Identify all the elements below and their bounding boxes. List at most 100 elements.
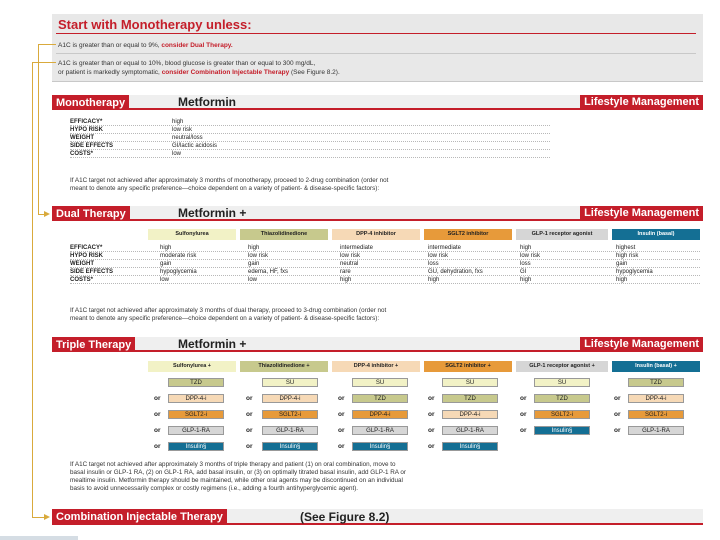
banner-line1-highlight: consider Dual Therapy. (161, 42, 233, 49)
triple-option-sglt2: SGLT2-i (628, 410, 684, 419)
row-value: GU, dehydration, fxs (428, 269, 483, 275)
triple-option-insulin: Insulin§ (262, 442, 318, 451)
or-label: or (428, 395, 435, 402)
monotherapy-label: Monotherapy (52, 95, 130, 110)
row-value: low risk (520, 253, 541, 259)
triple-option-tzd: TZD (352, 394, 408, 403)
triple-therapy-lifestyle: Lifestyle Management (580, 337, 703, 352)
row-label: HYPO RISK (70, 127, 104, 133)
row-value: high (520, 277, 532, 283)
triple-option-insulin: Insulin§ (442, 442, 498, 451)
row-value: high (428, 277, 440, 283)
note-line: If A1C target not achieved after approxi… (70, 177, 389, 184)
or-label: or (154, 427, 161, 434)
dual-header-dpp4: DPP-4 inhibitor (332, 229, 420, 240)
connector-dual-top (38, 44, 56, 45)
triple-option-tzd: TZD (534, 394, 590, 403)
dual-therapy-label: Dual Therapy (52, 206, 130, 221)
triple-option-sglt2: DPP-4-i (352, 410, 408, 419)
note-line: mealtime insulin. Metformin therapy shou… (70, 477, 403, 484)
row-value: high (616, 277, 628, 283)
monotherapy-header (52, 95, 703, 110)
row-value: high (248, 245, 260, 251)
row-label: HYPO RISK (70, 253, 104, 259)
row-value: neutral/loss (172, 135, 203, 141)
triple-option-su: SU (534, 378, 590, 387)
table-row: WEIGHT gain gain neutral loss loss gain (70, 260, 700, 268)
triple-option-dpp4: DPP-4-i (628, 394, 684, 403)
or-label: or (246, 443, 253, 450)
dual-therapy-note: If A1C target not achieved after approxi… (70, 307, 386, 323)
row-label: WEIGHT (70, 135, 94, 141)
triple-option-glp1: GLP-1-RA (352, 426, 408, 435)
or-label: or (614, 427, 621, 434)
row-value: neutral (340, 261, 359, 267)
dual-header-sglt2: SGLT2 inhibitor (424, 229, 512, 240)
table-row: HYPO RISK low risk (70, 126, 550, 134)
row-value: gain (248, 261, 260, 267)
triple-option-su: SU (262, 378, 318, 387)
row-value: intermediate (340, 245, 374, 251)
combination-label: Combination Injectable Therapy (52, 509, 227, 525)
row-value: high (340, 277, 352, 283)
triple-option-glp1: GLP-1-RA (168, 426, 224, 435)
row-value: hypoglycemia (616, 269, 653, 275)
row-value: hypoglycemia (160, 269, 197, 275)
triple-header-sulfonylurea: Sulfonylurea + (148, 361, 236, 372)
triple-option-insulin: Insulin§ (168, 442, 224, 451)
triple-option-sglt2: SGLT2-i (168, 410, 224, 419)
monotherapy-drug: Metformin (178, 95, 236, 109)
or-label: or (338, 395, 345, 402)
dual-therapy-table: EFFICACY* high high intermediate interme… (70, 244, 700, 284)
table-row: HYPO RISK moderate risk low risk low ris… (70, 252, 700, 260)
triple-option-glp1: GLP-1-RA (262, 426, 318, 435)
connector-dual-bottom (38, 214, 46, 215)
row-value: gain (160, 261, 172, 267)
row-label: EFFICACY* (70, 119, 103, 125)
dual-therapy-drug: Metformin + (178, 206, 247, 220)
triple-option-glp1: GLP-1-RA (442, 426, 498, 435)
row-value: GI/lactic acidosis (172, 143, 218, 149)
triple-option-su: SU (352, 378, 408, 387)
triple-therapy-note: If A1C target not achieved after approxi… (70, 461, 406, 493)
note-line: meant to denote any specific preference—… (70, 185, 380, 192)
banner-line1-text: A1C is greater than or equal to 9%, (58, 42, 162, 49)
or-label: or (154, 395, 161, 402)
triple-option-glp1: GLP-1-RA (628, 426, 684, 435)
triple-header-sglt2: SGLT2 inhibitor + (424, 361, 512, 372)
or-label: or (428, 443, 435, 450)
banner-divider (56, 33, 696, 34)
table-row: COSTS* low low high high high high (70, 276, 700, 284)
or-label: or (614, 411, 621, 418)
table-row: SIDE EFFECTS hypoglycemia edema, HF, fxs… (70, 268, 700, 276)
or-label: or (246, 427, 253, 434)
row-value: low (172, 151, 182, 157)
banner-line2b-highlight: consider Combination Injectable Therapy (161, 69, 290, 76)
or-label: or (520, 395, 527, 402)
triple-header-glp1: GLP-1 receptor agonist + (516, 361, 608, 372)
connector-combo-bottom (32, 517, 46, 518)
table-row: WEIGHT neutral/loss (70, 134, 550, 142)
dual-therapy-lifestyle: Lifestyle Management (580, 206, 703, 221)
row-value: moderate risk (160, 253, 197, 259)
triple-option-dpp4: DPP-4-i (168, 394, 224, 403)
note-line: basal insulin or GLP-1 RA, (2) on GLP-1 … (70, 469, 406, 476)
or-label: or (520, 411, 527, 418)
or-label: or (154, 443, 161, 450)
row-value: low (160, 277, 170, 283)
triple-option-sglt2: SGLT2-i (262, 410, 318, 419)
or-label: or (338, 443, 345, 450)
table-row: EFFICACY* high high intermediate interme… (70, 244, 700, 252)
or-label: or (246, 411, 253, 418)
row-value: high (520, 245, 532, 251)
banner-title: Start with Monotherapy unless: (58, 17, 252, 32)
banner-line2a: A1C is greater than or equal to 10%, blo… (58, 60, 316, 67)
triple-option-tzd: TZD (442, 394, 498, 403)
banner-condition-dual: A1C is greater than or equal to 9%, cons… (58, 41, 233, 50)
or-label: or (154, 411, 161, 418)
footer-strip (0, 536, 78, 540)
arrow-to-dual-icon (44, 211, 50, 217)
monotherapy-note: If A1C target not achieved after approxi… (70, 177, 388, 193)
or-label: or (428, 411, 435, 418)
triple-option-insulin: Insulin§ (534, 426, 590, 435)
